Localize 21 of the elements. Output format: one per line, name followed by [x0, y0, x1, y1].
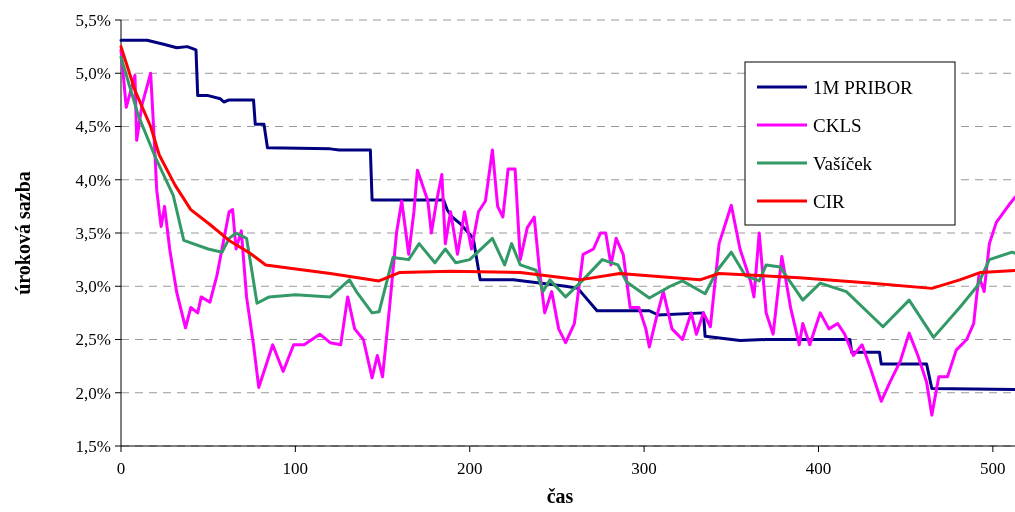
y-axis-title: úroková sazba: [12, 171, 34, 295]
y-tick-label: 4,5%: [75, 117, 111, 137]
x-tick-label: 200: [456, 459, 483, 478]
y-tick-label: 3,5%: [75, 223, 111, 243]
x-tick-label: 0: [116, 459, 126, 478]
y-tick-label: 1,5%: [75, 436, 111, 456]
legend-label: Vašíček: [813, 152, 873, 174]
x-tick-label: 100: [282, 459, 309, 478]
x-tick-label: 500: [980, 459, 1006, 478]
x-tick-label: 300: [631, 459, 657, 478]
x-axis-title: čas: [546, 485, 574, 507]
y-tick-label: 2,5%: [75, 330, 111, 350]
y-tick-label: 3,0%: [75, 277, 111, 297]
y-tick-label: 2,0%: [75, 383, 111, 403]
y-tick-label: 4,0%: [75, 170, 111, 190]
legend-label: CIR: [813, 190, 845, 212]
y-tick-label: 5,0%: [75, 64, 111, 84]
legend-label: CKLS: [813, 114, 862, 136]
x-tick-label: 400: [805, 459, 832, 478]
legend-label: 1M PRIBOR: [813, 76, 914, 98]
y-tick-label: 5,5%: [75, 10, 111, 30]
